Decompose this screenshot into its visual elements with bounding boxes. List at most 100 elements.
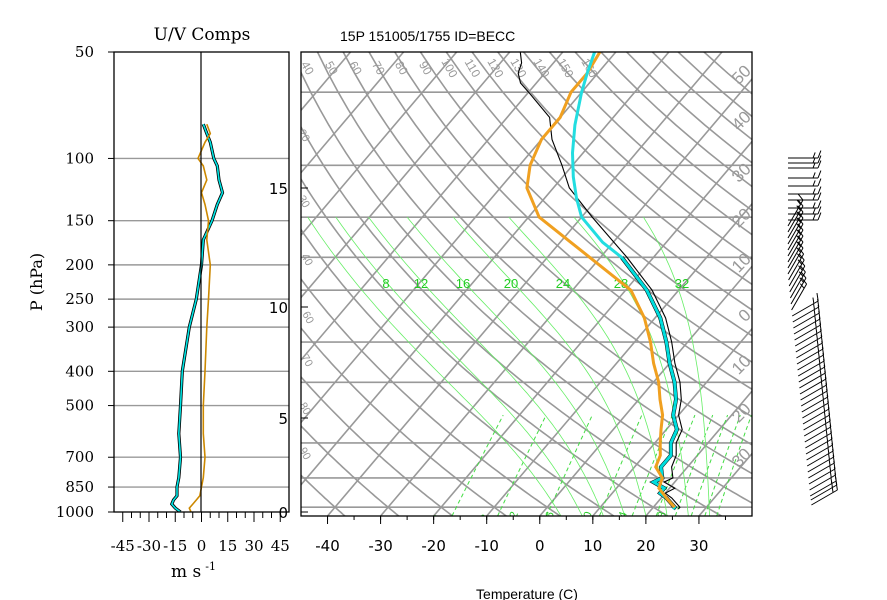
uv-x-tick-label: 30 — [244, 537, 263, 555]
isotherm-edge-label: 10 — [728, 351, 755, 378]
dry-adiabat — [301, 228, 615, 516]
wind-barb-feather — [798, 247, 804, 255]
mixing-ratio-label: 12 — [414, 276, 428, 291]
moist-adiabat-line — [452, 216, 647, 516]
isotherm — [301, 52, 352, 112]
dry-adiabat-label: 90 — [416, 59, 435, 78]
dry-adiabat — [677, 52, 752, 118]
dry-adiabat — [301, 474, 346, 516]
isotherm-edge-label: 20 — [728, 399, 755, 426]
wind-barb-feather — [796, 229, 801, 235]
wind-barb-feather — [798, 265, 803, 271]
left-edge-label: 40 — [298, 252, 315, 269]
wind-barb-feather — [796, 205, 801, 211]
dry-adiabat — [316, 52, 752, 475]
dry-adiabat — [301, 177, 669, 516]
wind-barb-feather — [826, 441, 829, 448]
uv-x-axis-unit: m s — [171, 562, 201, 582]
dry-adiabat — [301, 375, 453, 516]
wind-barb-feather — [797, 235, 804, 243]
temperature-tick-label: -10 — [474, 537, 499, 555]
mixing-ratio-line — [497, 414, 547, 516]
mixing-ratio-label: 20 — [504, 276, 518, 291]
uv-x-axis-exponent: -1 — [205, 560, 216, 573]
wind-barb-feather — [796, 241, 801, 247]
wind-barb-feather — [797, 211, 804, 219]
uv-panel: U/V Comps 501001502002503004005007008501… — [27, 25, 290, 582]
wind-barb-feather — [825, 423, 827, 430]
isotherm — [645, 389, 752, 516]
dewpoint-line — [620, 256, 679, 510]
dry-adiabat — [342, 52, 752, 446]
isotherm — [326, 52, 723, 516]
moist-adiabat-line — [643, 216, 710, 516]
isotherm-edge-label: 40 — [728, 107, 755, 134]
wind-barb-feather — [796, 211, 801, 217]
uv-y-tick-label: 50 — [75, 43, 94, 61]
mixing-ratio-label: 32 — [675, 276, 689, 291]
isotherm-edge-label: 30 — [728, 159, 755, 186]
wind-barb-feather — [829, 465, 832, 472]
temperature-tick-label: -30 — [368, 537, 393, 555]
height-tick-label: 0 — [278, 504, 288, 522]
uv-y-tick-label: 400 — [65, 362, 94, 380]
wind-barb-feather — [796, 247, 801, 253]
wind-barb-feather — [797, 199, 804, 207]
temperature-line — [517, 52, 683, 510]
wind-barb-feather — [801, 277, 807, 285]
temperature-tick-label: 10 — [583, 537, 602, 555]
mixing-ratio-label: 8 — [382, 276, 389, 291]
wind-barb-feather — [822, 399, 825, 406]
wind-barb-feather — [823, 405, 826, 412]
wind-barb-feather — [812, 152, 816, 159]
dry-adiabat-label: 50 — [322, 59, 341, 78]
isotherm-edge-label: 50 — [728, 61, 755, 88]
wind-barb-feather — [814, 315, 817, 322]
dry-adiabat-label: 100 — [438, 56, 460, 81]
wind-barb-feather — [812, 202, 816, 209]
isotherm — [301, 52, 405, 174]
left-edge-label: 70 — [298, 353, 315, 370]
dry-adiabat — [301, 326, 507, 516]
v-series-line — [188, 123, 212, 512]
dry-adiabat — [394, 52, 752, 391]
moist-adiabat-line — [368, 216, 604, 516]
uv-y-tick-label: 150 — [65, 212, 94, 230]
height-tick-label: 5 — [278, 410, 288, 428]
wind-barb-feather — [812, 162, 816, 169]
left-edge-label: 90 — [296, 446, 313, 463]
parcel-line — [525, 52, 676, 509]
isotherm — [301, 52, 511, 299]
uv-y-tick-label: 300 — [65, 318, 94, 336]
dry-adiabat — [522, 52, 752, 261]
wind-barb-feather — [817, 178, 822, 187]
uv-x-tick-label: 45 — [271, 537, 290, 555]
isotherm — [805, 52, 887, 516]
wind-barb-feather — [797, 241, 804, 249]
dry-adiabat — [301, 424, 400, 516]
wind-barb-feather — [819, 369, 822, 376]
wind-barb-feather — [799, 259, 806, 267]
skewt-plot-frame — [300, 51, 753, 517]
uv-y-tick-label: 500 — [65, 397, 94, 415]
isotherm — [0, 52, 138, 516]
wind-barb-feather — [817, 206, 822, 215]
mixing-ratio-line — [716, 414, 752, 516]
wind-barb-feather — [817, 170, 822, 179]
temperature-tick-label: -40 — [315, 537, 340, 555]
isotherm — [301, 52, 670, 487]
uv-y-tick-label: 250 — [65, 290, 94, 308]
wind-barb-feather — [823, 411, 826, 418]
wind-barb-feather — [829, 471, 832, 478]
wind-barb-feather — [813, 303, 815, 310]
wind-barb-feather — [835, 482, 838, 491]
mixing-ratio-bottom-label: 20 — [579, 510, 594, 526]
moist-adiabat-line — [406, 216, 626, 516]
wind-barb-feather — [812, 297, 815, 304]
mixing-ratio-line — [546, 414, 593, 516]
wind-barb-feather — [797, 229, 804, 237]
dry-adiabat-label: 140 — [530, 56, 552, 81]
wind-barb-feather — [814, 321, 817, 328]
